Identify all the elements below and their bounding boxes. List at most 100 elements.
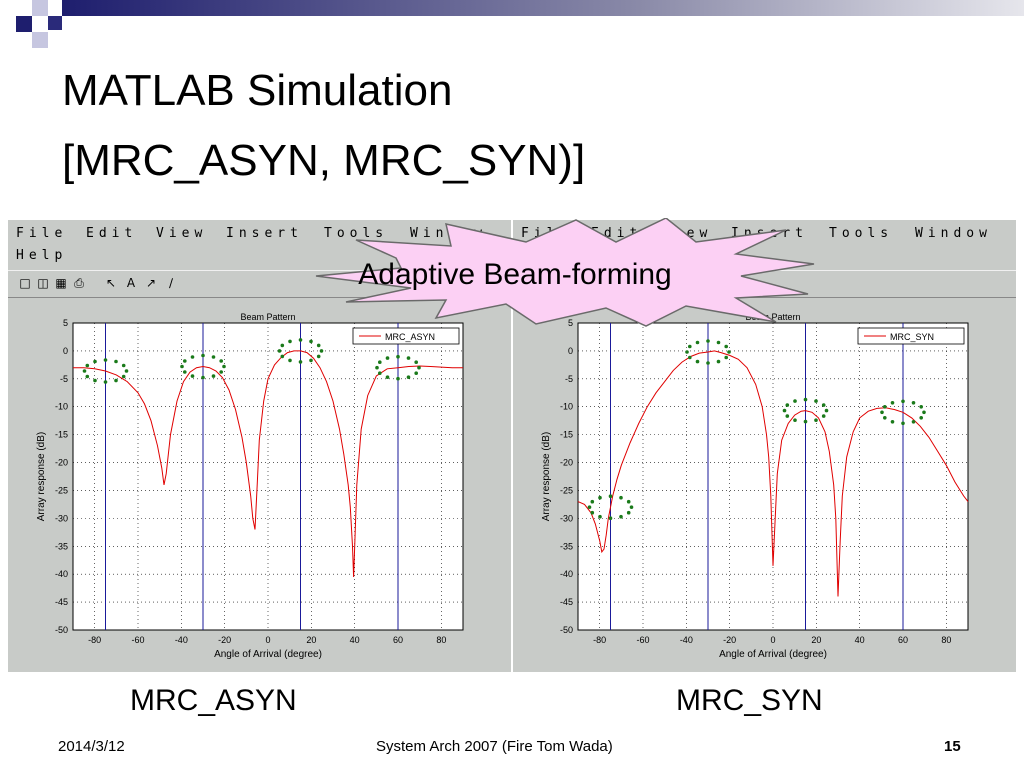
x-tick-label: 40 [855, 635, 865, 645]
marker-dot [319, 349, 324, 353]
y-tick-label: -35 [55, 541, 68, 551]
legend-label: MRC_ASYN [385, 332, 435, 342]
footer-center: System Arch 2007 (Fire Tom Wada) [376, 738, 613, 755]
marker-dot [883, 405, 887, 409]
print-icon[interactable]: ⎙ [74, 276, 84, 290]
series-line [577, 350, 969, 597]
x-tick-label: 60 [898, 635, 908, 645]
footer-date: 2014/3/12 [58, 738, 125, 755]
corner-square-dark [16, 16, 32, 32]
marker-dot [288, 358, 292, 363]
marker-dot [919, 405, 923, 409]
marker-dot [82, 369, 87, 373]
x-tick-label: -40 [680, 635, 693, 645]
x-tick-label: 0 [265, 635, 270, 645]
chart-title: Beam Pattern [240, 312, 295, 322]
marker-dot [298, 360, 303, 364]
marker-dot [277, 349, 282, 353]
marker-dot [378, 360, 382, 364]
marker-dot [211, 355, 216, 359]
figure-toolbar: □ ◫ ▦ ⎙ ↖ A ↗ ∕ [8, 270, 511, 298]
x-axis-label: Angle of Arrival (degree) [214, 649, 322, 660]
y-tick-label: -40 [55, 569, 68, 579]
marker-dot [309, 358, 313, 363]
marker-dot [190, 355, 195, 359]
x-tick-label: 20 [811, 635, 821, 645]
marker-dot [316, 343, 321, 348]
marker-dot [183, 370, 187, 374]
marker-dot [219, 370, 223, 374]
menu-tools[interactable]: Tools [324, 226, 389, 241]
marker-dot [608, 494, 613, 498]
marker-dot [222, 364, 226, 369]
marker-dot [590, 499, 595, 504]
y-tick-label: 5 [568, 318, 573, 328]
menu-help[interactable]: Help [16, 248, 68, 263]
menu-view[interactable]: View [156, 226, 208, 241]
marker-dot [396, 376, 400, 381]
pointer-icon[interactable]: ↖ [105, 276, 117, 290]
menu-insert[interactable]: Insert [226, 226, 303, 241]
y-tick-label: -45 [560, 597, 573, 607]
y-tick-label: 0 [568, 346, 573, 356]
marker-dot [821, 414, 826, 418]
marker-dot [814, 399, 818, 403]
x-tick-label: 80 [436, 635, 446, 645]
marker-dot [724, 355, 728, 360]
menu-window[interactable]: Window [915, 226, 992, 241]
marker-dot [378, 371, 382, 375]
x-tick-label: -40 [175, 635, 188, 645]
y-tick-label: -20 [560, 458, 573, 468]
marker-dot [901, 399, 905, 404]
new-icon[interactable]: □ [19, 276, 31, 290]
marker-dot [93, 359, 97, 364]
y-tick-label: -5 [60, 374, 68, 384]
marker-dot [124, 369, 129, 373]
marker-dot [121, 374, 126, 379]
text-icon[interactable]: A [126, 276, 136, 290]
marker-dot [114, 359, 118, 364]
marker-dot [598, 514, 602, 519]
menu-file[interactable]: File [16, 226, 68, 241]
x-tick-label: -60 [636, 635, 649, 645]
y-tick-label: -25 [560, 485, 573, 495]
callout-starburst [315, 218, 815, 327]
arrow-icon[interactable]: ↗ [145, 276, 157, 290]
callout-shape [315, 218, 815, 327]
line-icon[interactable]: ∕ [168, 276, 174, 290]
corner-square-pale [32, 32, 48, 48]
menu-tools[interactable]: Tools [829, 226, 894, 241]
marker-dot [85, 363, 90, 368]
x-tick-label: 80 [941, 635, 951, 645]
series-line [73, 350, 463, 578]
x-tick-label: 40 [350, 635, 360, 645]
marker-dot [280, 343, 285, 348]
marker-dot [608, 516, 613, 520]
marker-dot [716, 359, 721, 364]
slide-title-line1: MATLAB Simulation [62, 66, 453, 115]
open-icon[interactable]: ◫ [37, 276, 49, 290]
marker-dot [180, 364, 184, 369]
marker-dot [103, 358, 108, 362]
save-icon[interactable]: ▦ [55, 276, 67, 290]
marker-dot [821, 403, 826, 407]
marker-dot [716, 340, 721, 345]
marker-dot [803, 419, 808, 424]
marker-dot [626, 510, 631, 515]
marker-dot [85, 374, 90, 379]
marker-dot [280, 354, 285, 359]
marker-dot [385, 375, 390, 379]
y-tick-label: -45 [55, 597, 68, 607]
marker-dot [685, 350, 689, 354]
marker-dot [785, 403, 790, 407]
marker-dot [619, 495, 623, 500]
marker-dot [298, 338, 303, 342]
marker-dot [688, 355, 692, 360]
menu-edit[interactable]: Edit [86, 226, 138, 241]
marker-dot [626, 499, 631, 504]
y-tick-label: -30 [55, 513, 68, 523]
corner-square-light [48, 16, 62, 30]
x-tick-label: 0 [770, 635, 775, 645]
corner-square-mid [32, 0, 48, 16]
marker-dot [417, 365, 421, 370]
